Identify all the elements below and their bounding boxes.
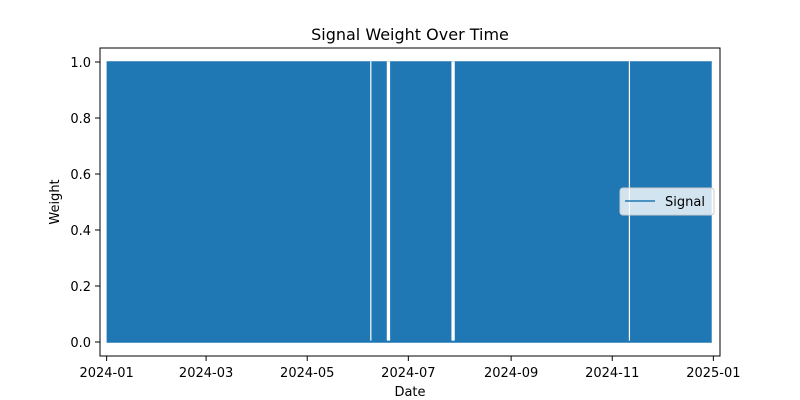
y-axis: 0.0 0.2 0.4 0.6 0.8 1.0 <box>70 56 100 351</box>
series-signal-gap <box>370 61 372 341</box>
x-tick-label: 2024-07 <box>381 366 435 381</box>
series-signal-gap <box>386 61 391 341</box>
y-axis-title: Weight <box>48 179 63 224</box>
x-tick-label: 2024-01 <box>79 366 133 381</box>
legend[interactable]: Signal <box>619 187 715 216</box>
y-tick-label: 0.2 <box>70 280 91 295</box>
series-signal-gap <box>451 61 455 341</box>
legend-label-signal: Signal <box>665 195 705 210</box>
y-tick-label: 1.0 <box>70 56 91 71</box>
x-tick-label: 2025-01 <box>686 366 740 381</box>
legend-box <box>619 187 715 216</box>
y-tick-label: 0.6 <box>70 168 91 183</box>
plot-frame <box>99 47 721 357</box>
y-tick-label: 0.8 <box>70 112 91 127</box>
series-signal-band <box>106 62 712 342</box>
y-tick-label: 0.4 <box>70 224 91 239</box>
x-tick-label: 2024-09 <box>484 366 538 381</box>
chart-title: Signal Weight Over Time <box>311 25 509 44</box>
plot-area <box>106 61 712 343</box>
x-tick-label: 2024-11 <box>585 366 639 381</box>
x-axis: 2024-01 2024-03 2024-05 2024-07 2024-09 2024-… <box>79 356 741 381</box>
x-tick-label: 2024-05 <box>280 366 334 381</box>
x-tick-label: 2024-03 <box>179 366 233 381</box>
x-axis-title: Date <box>394 385 425 400</box>
y-tick-label: 0.0 <box>70 336 91 351</box>
